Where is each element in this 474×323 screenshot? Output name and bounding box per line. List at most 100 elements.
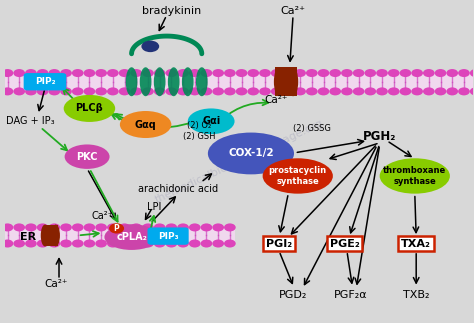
Ellipse shape [154,87,165,95]
Ellipse shape [2,224,13,232]
Text: Ca²⁺: Ca²⁺ [264,95,287,105]
Ellipse shape [189,239,201,247]
Ellipse shape [165,224,177,232]
Text: TXA₂: TXA₂ [401,238,431,248]
Ellipse shape [376,87,388,95]
Ellipse shape [165,69,177,77]
Ellipse shape [263,158,333,194]
Ellipse shape [120,111,172,138]
Ellipse shape [224,224,236,232]
Ellipse shape [380,158,450,194]
Ellipse shape [177,69,189,77]
Ellipse shape [388,69,400,77]
Ellipse shape [83,87,95,95]
FancyBboxPatch shape [147,227,189,245]
Text: PIP₃: PIP₃ [158,232,178,241]
Ellipse shape [201,224,212,232]
Ellipse shape [168,67,180,96]
Text: (2) GSSG: (2) GSSG [293,124,331,133]
Text: Ca²⁺: Ca²⁺ [91,211,113,221]
Bar [0,227,235,244]
Ellipse shape [400,69,411,77]
Ellipse shape [13,239,25,247]
Ellipse shape [60,239,72,247]
Ellipse shape [201,87,212,95]
Ellipse shape [212,239,224,247]
Ellipse shape [83,224,95,232]
Text: Ca²⁺: Ca²⁺ [44,279,67,289]
Ellipse shape [154,67,165,96]
Text: Gαi: Gαi [202,116,220,126]
Ellipse shape [341,87,353,95]
Ellipse shape [182,67,193,96]
Ellipse shape [41,224,49,246]
Text: PGD₂: PGD₂ [279,290,307,300]
Text: PKC: PKC [76,152,98,162]
Ellipse shape [107,239,118,247]
Ellipse shape [411,69,423,77]
Ellipse shape [470,69,474,77]
Ellipse shape [126,67,137,96]
Ellipse shape [25,87,37,95]
Ellipse shape [294,69,306,77]
Ellipse shape [48,239,60,247]
Ellipse shape [142,69,154,77]
Ellipse shape [37,69,48,77]
Ellipse shape [423,87,435,95]
Text: (2) O₂
(2) GSH: (2) O₂ (2) GSH [183,121,216,141]
Ellipse shape [2,69,13,77]
Ellipse shape [130,224,142,232]
Ellipse shape [48,224,60,232]
Ellipse shape [318,69,329,77]
Ellipse shape [48,87,60,95]
Ellipse shape [271,87,283,95]
FancyBboxPatch shape [24,73,66,90]
Ellipse shape [118,239,130,247]
Ellipse shape [224,239,236,247]
Text: PGF₂α: PGF₂α [334,290,367,300]
Ellipse shape [236,69,247,77]
Ellipse shape [283,87,294,95]
Ellipse shape [388,87,400,95]
Ellipse shape [142,224,154,232]
Ellipse shape [130,69,142,77]
Ellipse shape [13,87,25,95]
Ellipse shape [72,239,83,247]
Ellipse shape [177,224,189,232]
Ellipse shape [189,69,201,77]
Ellipse shape [247,87,259,95]
Ellipse shape [423,69,435,77]
Text: themedicalbiochemistrypage.org: themedicalbiochemistrypage.org [154,118,325,205]
Ellipse shape [212,224,224,232]
Ellipse shape [189,87,201,95]
Text: bradykinin: bradykinin [142,6,201,16]
Text: arachidonic acid: arachidonic acid [138,184,219,194]
Ellipse shape [208,132,294,174]
Ellipse shape [247,69,259,77]
Ellipse shape [107,224,118,232]
Ellipse shape [95,239,107,247]
Ellipse shape [283,69,294,77]
Ellipse shape [52,224,60,246]
Ellipse shape [306,69,318,77]
Ellipse shape [118,87,130,95]
Ellipse shape [470,87,474,95]
Ellipse shape [271,69,283,77]
Ellipse shape [224,69,236,77]
Text: DAG + IP₃: DAG + IP₃ [6,116,55,126]
Ellipse shape [259,87,271,95]
Ellipse shape [353,87,365,95]
Text: LPI: LPI [147,202,161,212]
Ellipse shape [48,69,60,77]
Ellipse shape [329,69,341,77]
Ellipse shape [37,87,48,95]
Ellipse shape [259,69,271,77]
Ellipse shape [341,69,353,77]
Text: COX-1/2: COX-1/2 [228,149,274,159]
Ellipse shape [154,224,165,232]
Ellipse shape [376,69,388,77]
Ellipse shape [118,69,130,77]
Ellipse shape [411,87,423,95]
Ellipse shape [13,69,25,77]
Ellipse shape [353,69,365,77]
